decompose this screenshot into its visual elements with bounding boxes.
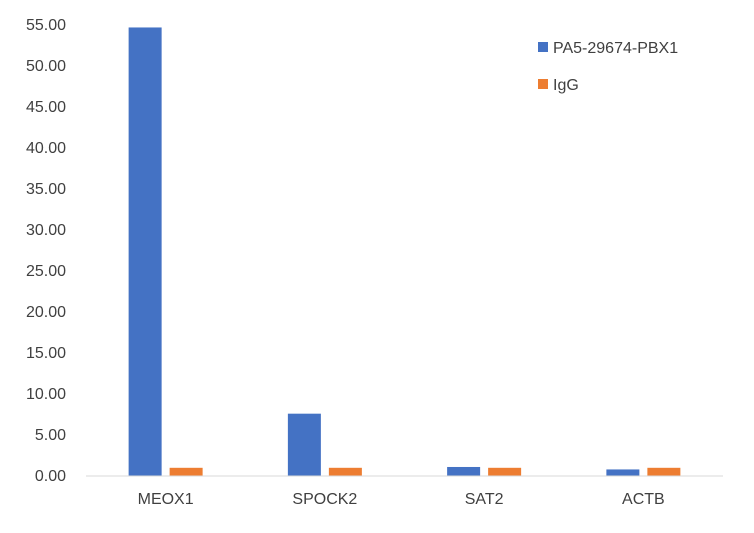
y-tick-label: 35.00 bbox=[26, 181, 66, 198]
y-tick-label: 10.00 bbox=[26, 386, 66, 403]
bar-pbx1-meox1 bbox=[128, 27, 162, 477]
y-tick-label: 0.00 bbox=[35, 468, 66, 485]
y-tick-label: 55.00 bbox=[26, 17, 66, 34]
bar-pbx1-spock2 bbox=[287, 413, 321, 476]
x-tick-label: MEOX1 bbox=[138, 491, 194, 508]
x-tick-label: ACTB bbox=[622, 491, 665, 508]
bar-igg-meox1 bbox=[169, 467, 203, 476]
bars-area bbox=[128, 27, 681, 477]
bar-igg-spock2 bbox=[328, 467, 362, 476]
legend-swatch bbox=[538, 42, 548, 52]
bar-pbx1-actb bbox=[606, 469, 640, 476]
bar-pbx1-sat2 bbox=[447, 466, 481, 476]
y-tick-label: 50.00 bbox=[26, 58, 66, 75]
y-axis: 0.00 5.00 10.00 15.00 20.00 25.00 30.00 35.00 40… bbox=[26, 17, 66, 485]
bar-igg-sat2 bbox=[488, 467, 522, 476]
y-tick-label: 15.00 bbox=[26, 345, 66, 362]
x-axis: MEOX1 SPOCK2 SAT2 ACTB bbox=[138, 491, 665, 508]
x-tick-label: SAT2 bbox=[465, 491, 504, 508]
legend-label: PA5-29674-PBX1 bbox=[553, 40, 678, 57]
y-tick-label: 40.00 bbox=[26, 140, 66, 157]
y-tick-label: 5.00 bbox=[35, 427, 66, 444]
bar-igg-actb bbox=[647, 467, 681, 476]
y-tick-label: 25.00 bbox=[26, 263, 66, 280]
legend-swatch bbox=[538, 79, 548, 89]
legend: PA5-29674-PBX1 IgG bbox=[538, 40, 678, 94]
y-tick-label: 20.00 bbox=[26, 304, 66, 321]
x-tick-label: SPOCK2 bbox=[292, 491, 357, 508]
legend-label: IgG bbox=[553, 77, 579, 94]
y-tick-label: 45.00 bbox=[26, 99, 66, 116]
y-tick-label: 30.00 bbox=[26, 222, 66, 239]
